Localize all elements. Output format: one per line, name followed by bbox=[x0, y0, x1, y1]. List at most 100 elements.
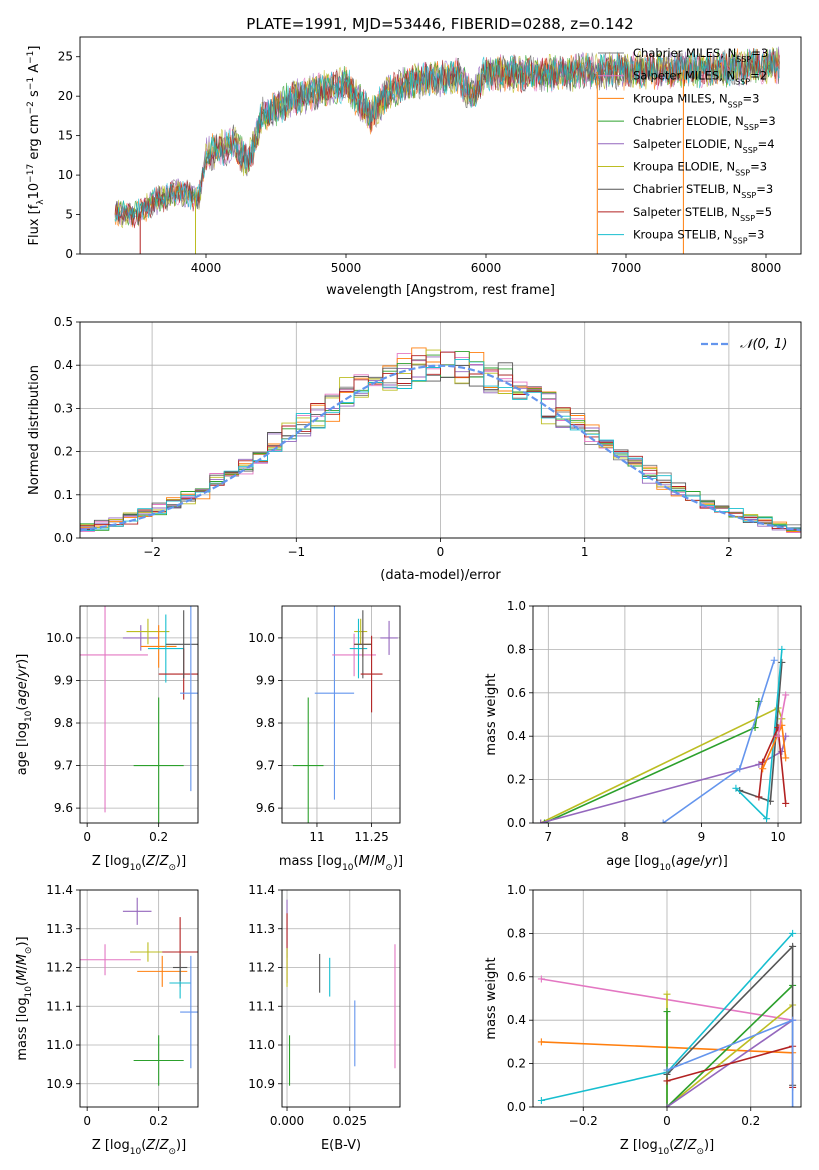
y-tick-label: 20 bbox=[58, 89, 73, 103]
x-axis-label-part: yr bbox=[704, 854, 720, 869]
legend-entry-end: =3 bbox=[751, 46, 768, 60]
y-axis-label-part: A bbox=[27, 64, 42, 77]
weight-marker bbox=[663, 1066, 671, 1074]
y-tick-label: 0.8 bbox=[507, 642, 526, 656]
x-axis-label-part: M bbox=[359, 854, 370, 869]
weight-line bbox=[777, 694, 787, 737]
weight-marker bbox=[663, 1077, 671, 1085]
weight-marker bbox=[789, 1103, 797, 1107]
weight-marker bbox=[537, 1038, 545, 1046]
legend-entry-sub: SSP bbox=[735, 168, 750, 177]
normal-curve bbox=[80, 364, 801, 532]
y-tick-label: 9.8 bbox=[256, 716, 275, 730]
legend-entry: Chabrier STELIB, NSSP=3 bbox=[633, 182, 773, 200]
legend-entry-end: =3 bbox=[756, 182, 773, 196]
x-axis-label: Z [log10(Z/Z⊙)] bbox=[620, 1138, 714, 1157]
x-tick-label: 0.025 bbox=[333, 1114, 367, 1128]
x-axis-label-part: / bbox=[155, 854, 160, 869]
axes-frame bbox=[79, 36, 802, 255]
y-tick-label: 10.9 bbox=[248, 1077, 275, 1091]
legend-entry: Kroupa ELODIE, NSSP=3 bbox=[633, 160, 767, 178]
x-axis-label-part: age [log bbox=[606, 854, 659, 869]
legend-entry: 𝒩(0, 1) bbox=[740, 337, 787, 352]
x-tick-label: −1 bbox=[287, 545, 305, 559]
x-tick-label: 9 bbox=[698, 830, 706, 844]
y-tick-label: 0.5 bbox=[54, 315, 73, 329]
weight-marker bbox=[782, 799, 790, 807]
weight-marker bbox=[755, 793, 763, 801]
y-axis-label-part: mass [log bbox=[15, 997, 30, 1060]
y-axis-label: mass [log10(M/M⊙)] bbox=[15, 936, 34, 1060]
x-axis-label-part: ( bbox=[141, 854, 146, 869]
axes-frame bbox=[281, 605, 401, 824]
weight-line bbox=[540, 706, 783, 823]
legend-entry-end: =3 bbox=[750, 160, 767, 174]
x-tick-label: 0.2 bbox=[149, 1114, 168, 1128]
x-tick-label: 1 bbox=[581, 545, 589, 559]
legend-entry-sub: SSP bbox=[728, 100, 743, 109]
x-axis-label-part: 10 bbox=[130, 863, 142, 873]
panels: 4000 5000 6000 7000 80000510152025wavelength… bbox=[15, 36, 802, 1157]
weight-marker bbox=[789, 1016, 797, 1024]
x-axis-label-part: 10 bbox=[658, 1147, 670, 1157]
x-axis-label-part: Z bbox=[159, 1138, 170, 1153]
axes-spectrum: 4000 5000 6000 7000 8000 0 5 10 15 20 25 wavelength… bbox=[26, 36, 802, 298]
y-tick-label: 11.4 bbox=[248, 883, 275, 897]
x-axis-label-part: Z bbox=[159, 854, 170, 869]
y-axis-label-part: ( bbox=[15, 706, 30, 711]
legend-entry-end: =4 bbox=[758, 137, 775, 151]
y-axis-label-part: )] bbox=[15, 936, 30, 946]
weight-marker bbox=[537, 819, 545, 823]
y-axis-label-part: 10 bbox=[27, 183, 42, 200]
y-tick-label: 11.2 bbox=[248, 961, 275, 975]
x-tick-label: 0 bbox=[83, 830, 91, 844]
x-axis-label-part: Z [log bbox=[92, 854, 130, 869]
y-axis-label-part: Flux [f bbox=[27, 204, 42, 245]
weight-marker bbox=[537, 1096, 545, 1104]
weight-line bbox=[662, 660, 775, 823]
x-axis-label-part: )] bbox=[393, 854, 403, 869]
x-axis-label-part: )] bbox=[176, 1138, 186, 1153]
weight-marker bbox=[663, 990, 671, 998]
x-axis-label-part: ( bbox=[354, 854, 359, 869]
y-tick-label: 0.2 bbox=[507, 1057, 526, 1071]
x-axis-label-part: Z [log bbox=[620, 1138, 658, 1153]
weight-marker bbox=[763, 815, 771, 823]
histograms bbox=[80, 347, 801, 533]
weight-marker bbox=[736, 765, 744, 773]
y-tick-label: 0.0 bbox=[507, 816, 526, 830]
weight-marker bbox=[659, 819, 667, 823]
x-tick-label: 7 bbox=[544, 830, 552, 844]
legend-entry-main: Chabrier STELIB, N bbox=[633, 182, 741, 196]
y-axis-label: Flux [fλ10−17 erg cm−2 s−1 A−1] bbox=[26, 46, 46, 246]
y-axis-label-part: age [log bbox=[15, 722, 30, 775]
axes-frame bbox=[281, 889, 401, 1108]
x-axis-label-part: Z bbox=[687, 1138, 698, 1153]
y-tick-label: 10 bbox=[58, 168, 73, 182]
x-tick-label: 4000 bbox=[191, 261, 222, 275]
y-tick-label: 5 bbox=[65, 208, 73, 222]
y-tick-label: 9.8 bbox=[54, 716, 73, 730]
y-axis-label-part: −2 bbox=[26, 101, 36, 114]
y-axis-label-part: ] bbox=[27, 46, 42, 51]
y-tick-label: 0.0 bbox=[507, 1100, 526, 1114]
legend-entry-end: =3 bbox=[748, 228, 765, 242]
y-axis-label-part: M bbox=[15, 954, 30, 965]
axes-frame bbox=[79, 321, 802, 539]
weight-marker bbox=[663, 1008, 671, 1016]
y-tick-label: 9.6 bbox=[54, 801, 73, 815]
y-axis-label-part: / bbox=[15, 676, 30, 681]
weight-line bbox=[666, 984, 794, 1107]
x-tick-label: 0 bbox=[83, 1114, 91, 1128]
x-axis-label-part: / bbox=[683, 1138, 688, 1153]
y-axis-label-part: )] bbox=[15, 654, 30, 664]
y-axis-label: age [log10(age/yr)] bbox=[15, 654, 34, 776]
weight-line bbox=[758, 724, 787, 804]
y-tick-label: 0.2 bbox=[54, 445, 73, 459]
y-tick-label: 1.0 bbox=[507, 599, 526, 613]
y-axis-label-part: −1 bbox=[26, 51, 36, 64]
legend-entry: Chabrier MILES, NSSP=3 bbox=[633, 46, 768, 64]
legend-entry-main: Salpeter ELODIE, N bbox=[633, 137, 743, 151]
y-tick-label: 11.1 bbox=[46, 999, 73, 1013]
y-axis-label-part: / bbox=[15, 965, 30, 970]
